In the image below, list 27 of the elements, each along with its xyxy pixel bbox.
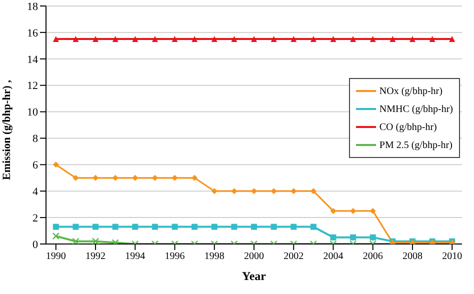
x-tick-label: 1990: [46, 251, 66, 262]
y-tick-label: 8: [32, 133, 38, 146]
x-tick-label: 2008: [402, 251, 422, 262]
x-tick-label: 2004: [323, 251, 344, 262]
y-tick-label: 12: [27, 80, 38, 92]
y-axis-title: Emission (g/bhp-hr) ,: [0, 80, 13, 180]
x-axis-title: Year: [242, 269, 267, 283]
y-tick-label: 4: [32, 186, 38, 198]
legend-label: PM 2.5 (g/bhp-hr): [379, 140, 452, 150]
legend-label: NMHC (g/bhp-hr): [379, 104, 453, 114]
y-tick-label: 16: [27, 27, 38, 40]
x-tick-label: 1996: [164, 251, 185, 262]
y-tick-label: 6: [32, 160, 38, 172]
x-tick-label: 1994: [125, 251, 146, 262]
legend-label: CO (g/bhp-hr): [379, 122, 437, 132]
x-tick-label: 2000: [244, 251, 264, 262]
y-tick-label: 14: [27, 54, 38, 66]
y-tick-label: 18: [27, 0, 38, 13]
y-tick-label: 0: [32, 238, 38, 251]
x-tick-label: 2002: [284, 251, 304, 262]
x-tick-label: 2010: [442, 251, 462, 262]
legend-label: NOx (g/bhp-hr): [379, 86, 442, 96]
x-tick-label: 1992: [86, 251, 106, 262]
y-tick-label: 2: [32, 212, 38, 224]
x-tick-label: 2006: [362, 251, 383, 262]
x-tick-label: 1998: [204, 251, 224, 262]
y-tick-label: 10: [27, 106, 38, 119]
